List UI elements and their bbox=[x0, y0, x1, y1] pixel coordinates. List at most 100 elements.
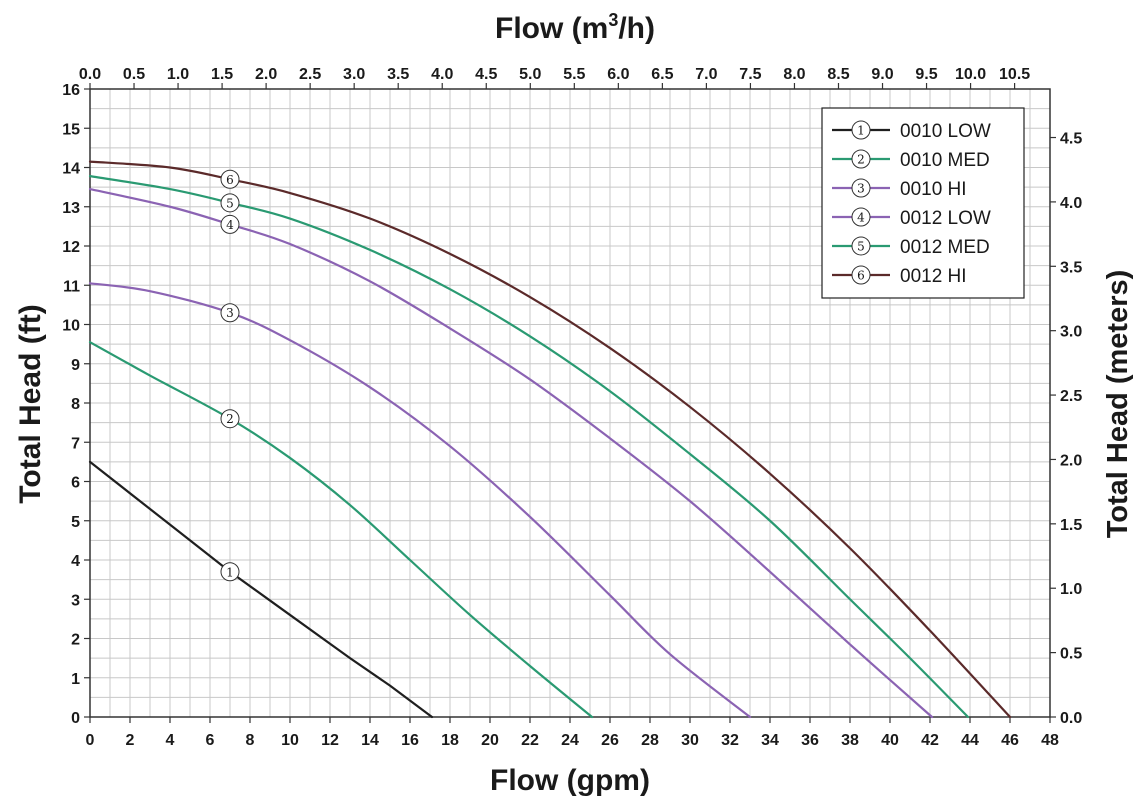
x-tick-label: 16 bbox=[401, 732, 419, 749]
y-tick-label: 15 bbox=[62, 121, 80, 138]
legend-marker-label-2: 2 bbox=[857, 153, 865, 167]
x2-tick-label: 0.5 bbox=[123, 66, 145, 83]
x-tick-label: 14 bbox=[361, 732, 379, 749]
y2-tick-label: 4.0 bbox=[1060, 195, 1082, 212]
y-tick-label: 7 bbox=[71, 435, 80, 452]
x2-axis-title: Flow (m3/h) bbox=[495, 10, 655, 45]
x2-tick-label: 0.0 bbox=[79, 66, 101, 83]
y-tick-label: 14 bbox=[62, 161, 80, 178]
y2-tick-label: 4.5 bbox=[1060, 131, 1082, 148]
legend: 1 0010 LOW 2 0010 MED 3 0010 HI 4 0012 LOW 5 0012… bbox=[821, 107, 1025, 299]
series-marker-2 bbox=[220, 409, 240, 429]
x-tick-label: 40 bbox=[881, 732, 899, 749]
legend-marker-1 bbox=[851, 120, 871, 140]
x2-tick-label: 4.0 bbox=[431, 66, 453, 83]
y-tick-label: 5 bbox=[71, 514, 80, 531]
y-tick-label: 9 bbox=[71, 357, 80, 374]
x-tick-label: 4 bbox=[166, 732, 175, 749]
x2-axis-title-prefix: Flow (m bbox=[495, 12, 608, 45]
series-markers: 1 2 3 4 5 6 bbox=[220, 169, 240, 582]
y-tick-label: 12 bbox=[62, 239, 80, 256]
legend-marker-4 bbox=[851, 207, 871, 227]
x-tick-label: 48 bbox=[1041, 732, 1059, 749]
y-tick-label: 11 bbox=[63, 278, 80, 295]
series-marker-label-4: 4 bbox=[226, 218, 234, 232]
x-tick-label: 26 bbox=[601, 732, 619, 749]
x2-tick-label: 9.5 bbox=[915, 66, 937, 83]
x-tick-label: 18 bbox=[441, 732, 459, 749]
tick-labels: 0 2 4 6 8 10 12 14 16 18 20 22 24 26 28 30 32 34 36 38 40 42 4… bbox=[62, 66, 1082, 749]
y-tick-label: 10 bbox=[62, 318, 80, 335]
series-line-2 bbox=[88, 341, 594, 719]
y-tick-label: 4 bbox=[71, 553, 80, 570]
series-marker-label-1: 1 bbox=[226, 565, 234, 579]
x-tick-label: 6 bbox=[206, 732, 215, 749]
series-marker-label-5: 5 bbox=[226, 196, 234, 210]
x2-axis-title-suffix: /h) bbox=[618, 12, 655, 45]
legend-entry-5: 0012 MED bbox=[900, 237, 990, 258]
x-tick-label: 32 bbox=[721, 732, 739, 749]
series-marker-4 bbox=[220, 214, 240, 234]
x-tick-label: 34 bbox=[761, 732, 779, 749]
legend-entry-1: 0010 LOW bbox=[900, 121, 991, 142]
series-marker-label-6: 6 bbox=[226, 173, 234, 187]
y2-tick-label: 2.5 bbox=[1060, 388, 1082, 405]
series-line-1 bbox=[88, 460, 434, 719]
x-tick-label: 22 bbox=[521, 732, 539, 749]
legend-marker-label-4: 4 bbox=[857, 211, 865, 225]
legend-marker-label-6: 6 bbox=[857, 269, 865, 283]
y-axis-title: Total Head (ft) bbox=[14, 304, 47, 503]
x2-tick-label: 4.5 bbox=[475, 66, 497, 83]
y2-tick-label: 1.5 bbox=[1060, 517, 1082, 534]
x-tick-label: 24 bbox=[561, 732, 579, 749]
legend-entry-3: 0010 HI bbox=[900, 179, 967, 200]
series-marker-1 bbox=[220, 562, 240, 582]
y2-tick-label: 3.0 bbox=[1060, 324, 1082, 341]
legend-entry-4: 0012 LOW bbox=[900, 208, 991, 229]
series-line-4 bbox=[88, 187, 934, 719]
y-tick-label: 13 bbox=[62, 200, 80, 217]
x-tick-label: 2 bbox=[126, 732, 135, 749]
x2-axis-title-superscript: 3 bbox=[608, 10, 618, 30]
x-tick-label: 20 bbox=[481, 732, 499, 749]
series-marker-6 bbox=[220, 169, 240, 189]
y-tick-label: 3 bbox=[71, 592, 80, 609]
legend-marker-3 bbox=[851, 178, 871, 198]
y2-tick-label: 2.0 bbox=[1060, 452, 1082, 469]
x2-tick-label: 8.0 bbox=[783, 66, 805, 83]
x-tick-label: 46 bbox=[1001, 732, 1019, 749]
x2-tick-label: 7.5 bbox=[739, 66, 761, 83]
series-marker-3 bbox=[220, 303, 240, 323]
x2-tick-label: 2.5 bbox=[299, 66, 321, 83]
legend-entry-2: 0010 MED bbox=[900, 150, 990, 171]
y-tick-label: 2 bbox=[71, 632, 80, 649]
legend-marker-label-3: 3 bbox=[857, 182, 865, 196]
y2-tick-label: 0.5 bbox=[1060, 646, 1082, 663]
y2-axis-title: Total Head (meters) bbox=[1102, 270, 1134, 539]
legend-marker-label-5: 5 bbox=[857, 240, 865, 254]
x2-tick-label: 5.0 bbox=[519, 66, 541, 83]
x2-tick-label: 7.0 bbox=[695, 66, 717, 83]
x-tick-label: 10 bbox=[281, 732, 299, 749]
y-tick-label: 16 bbox=[62, 82, 80, 99]
series-marker-label-2: 2 bbox=[226, 412, 234, 426]
y-tick-label: 1 bbox=[71, 671, 80, 688]
series-line-3 bbox=[88, 282, 752, 719]
x2-tick-label: 8.5 bbox=[827, 66, 849, 83]
legend-marker-6 bbox=[851, 265, 871, 285]
y2-tick-label: 3.5 bbox=[1060, 259, 1082, 276]
x2-tick-label: 5.5 bbox=[563, 66, 585, 83]
y2-tick-label: 1.0 bbox=[1060, 581, 1082, 598]
legend-marker-label-1: 1 bbox=[857, 124, 865, 138]
x-tick-label: 0 bbox=[86, 732, 95, 749]
x2-tick-label: 1.0 bbox=[167, 66, 189, 83]
x-axis-title: Flow (gpm) bbox=[490, 764, 650, 797]
series-marker-label-3: 3 bbox=[226, 306, 234, 320]
y2-tick-label: 0.0 bbox=[1060, 710, 1082, 727]
x-tick-label: 12 bbox=[321, 732, 339, 749]
x2-tick-label: 3.5 bbox=[387, 66, 409, 83]
legend-entry-6: 0012 HI bbox=[900, 266, 967, 287]
x2-tick-label: 2.0 bbox=[255, 66, 277, 83]
x-tick-label: 8 bbox=[246, 732, 255, 749]
x2-tick-label: 3.0 bbox=[343, 66, 365, 83]
